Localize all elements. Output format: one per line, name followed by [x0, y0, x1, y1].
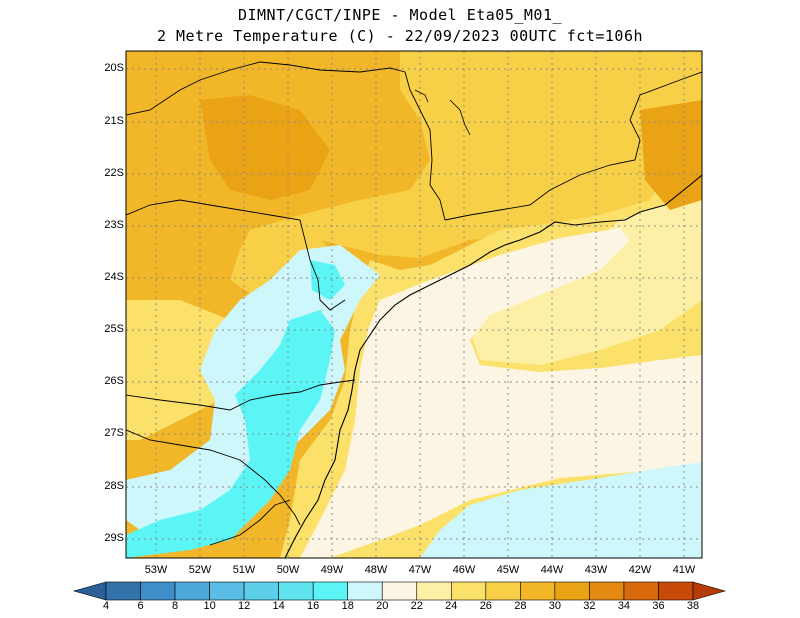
lon-label-52w: 52W: [188, 564, 212, 576]
field-20-22: [300, 228, 702, 558]
lon-label-53w: 53W: [144, 564, 168, 576]
river: [414, 89, 471, 136]
colorbar-swatch: [554, 581, 590, 601]
colorbar-arrow-low: [72, 581, 107, 601]
colorbar-swatch: [520, 581, 556, 601]
lon-label-46w: 46W: [452, 564, 476, 576]
colorbar-tick-label: 10: [203, 600, 216, 612]
lon-label-45w: 45W: [496, 564, 520, 576]
lat-label-29s: 29S: [104, 532, 124, 544]
colorbar-swatch: [589, 581, 625, 601]
colorbar-swatch: [278, 581, 314, 601]
colorbar-swatch: [174, 581, 210, 601]
colorbar-swatch: [209, 581, 245, 601]
colorbar: [72, 581, 727, 601]
colorbar-tick-label: 4: [102, 600, 110, 612]
colorbar-tick-label: 32: [583, 600, 596, 612]
lat-label-23s: 23S: [104, 219, 124, 231]
colorbar-tick-label: 14: [272, 600, 285, 612]
lon-label-42w: 42W: [628, 564, 652, 576]
colorbar-swatch: [347, 581, 383, 601]
lat-label-21s: 21S: [104, 115, 124, 127]
map-title: DIMNT/CGCT/INPE - Model Eta05_M01_: [237, 6, 563, 24]
colorbar-tick-label: 18: [341, 600, 354, 612]
field-18-20-ocean: [420, 462, 702, 558]
colorbar-swatch: [381, 581, 418, 601]
colorbar-tick-label: 24: [445, 600, 458, 612]
lon-label-41w: 41W: [672, 564, 696, 576]
map-subtitle: 2 Metre Temperature (C) - 22/09/2023 00U…: [156, 27, 644, 45]
colorbar-tick-label: 6: [137, 600, 144, 612]
field-24-26-c: [126, 300, 240, 440]
colorbar-swatch: [312, 581, 349, 601]
colorbar-tick-label: 22: [410, 600, 423, 612]
lat-label-28s: 28S: [104, 480, 124, 492]
lat-label-22s: 22S: [104, 167, 124, 179]
lat-label-27s: 27S: [104, 427, 124, 439]
field-30-32-b: [640, 100, 702, 210]
field-16-18: [126, 310, 335, 558]
colorbar-swatch: [140, 581, 176, 601]
colorbar-tick-label: 12: [237, 600, 251, 612]
lon-label-44w: 44W: [540, 564, 564, 576]
lat-label-24s: 24S: [104, 271, 124, 283]
colorbar-tick-label: 16: [307, 600, 320, 612]
colorbar-swatch: [105, 581, 141, 601]
state-borders: [126, 61, 702, 546]
colorbar-swatch: [450, 581, 487, 601]
lat-label-25s: 25S: [104, 323, 124, 335]
lon-label-50w: 50W: [276, 564, 300, 576]
colorbar-tick-label: 34: [617, 600, 631, 612]
colorbar-swatch: [623, 581, 659, 601]
colorbar-swatch: [243, 581, 279, 601]
colorbar-tick-label: 20: [376, 600, 389, 612]
field-26-28: [300, 51, 702, 258]
colorbar-tick-label: 38: [686, 600, 700, 612]
colorbar-tick-label: 36: [652, 600, 665, 612]
lon-label-49w: 49W: [320, 564, 344, 576]
lat-label-20s: 20S: [104, 62, 124, 74]
field-30-32: [200, 95, 330, 200]
lon-label-43w: 43W: [584, 564, 608, 576]
field-22-24: [470, 190, 702, 365]
colorbar-swatch: [658, 581, 694, 601]
lon-label-48w: 48W: [364, 564, 388, 576]
colorbar-tick-label: 30: [548, 600, 561, 612]
gridlines: [126, 51, 702, 558]
lon-label-47w: 47W: [408, 564, 432, 576]
lat-label-26s: 26S: [104, 375, 124, 387]
colorbar-arrow-high: [692, 581, 727, 601]
colorbar-tick-label: 28: [514, 600, 527, 612]
colorbar-tick-label: 26: [479, 600, 492, 612]
colorbar-swatch: [416, 581, 452, 601]
coastline: [284, 174, 702, 558]
colorbar-tick-label: 8: [171, 600, 179, 612]
lon-label-51w: 51W: [232, 564, 256, 576]
colorbar-swatch: [485, 581, 521, 601]
